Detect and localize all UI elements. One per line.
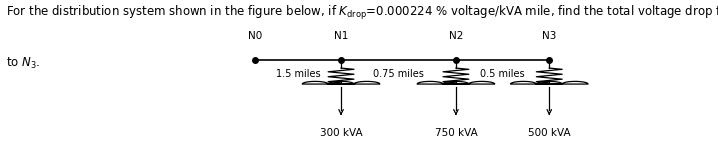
Text: N3: N3 <box>542 31 556 41</box>
Text: N1: N1 <box>334 31 348 41</box>
Text: 500 kVA: 500 kVA <box>528 128 571 138</box>
Text: 750 kVA: 750 kVA <box>434 128 477 138</box>
Text: 0.5 miles: 0.5 miles <box>480 69 525 79</box>
Text: N0: N0 <box>248 31 262 41</box>
Text: to $N_3$.: to $N_3$. <box>6 56 40 71</box>
Text: 0.75 miles: 0.75 miles <box>373 69 424 79</box>
Text: For the distribution system shown in the figure below, if $K_{\rm drop}$=0.00022: For the distribution system shown in the… <box>6 4 718 22</box>
Text: N2: N2 <box>449 31 463 41</box>
Text: 1.5 miles: 1.5 miles <box>276 69 320 79</box>
Text: 300 kVA: 300 kVA <box>320 128 363 138</box>
